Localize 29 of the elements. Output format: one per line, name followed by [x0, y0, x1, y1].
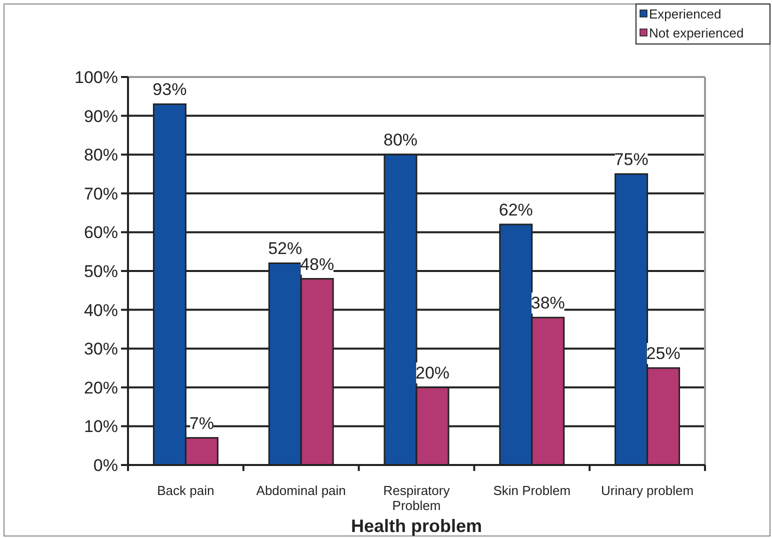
data-label: 62% — [498, 200, 533, 220]
x-tick-label: Respiratory Problem — [383, 483, 450, 513]
y-tick-label: 80% — [84, 146, 118, 165]
x-tick-label: Urinary problem — [601, 483, 694, 498]
legend-label: Experienced — [649, 6, 722, 22]
x-tick-label: Back pain — [157, 483, 214, 498]
y-tick-label: 50% — [84, 262, 118, 281]
data-label: 52% — [268, 239, 302, 258]
data-label: 75% — [614, 150, 648, 169]
data-label: 20% — [415, 363, 450, 382]
data-label: 38% — [530, 294, 565, 313]
y-tick-label: 20% — [84, 378, 118, 398]
y-tick-label: 90% — [84, 106, 118, 126]
data-label: 25% — [646, 344, 680, 363]
y-tick-label: 100% — [74, 68, 118, 87]
y-tick-label: 70% — [84, 184, 118, 204]
legend-label: Not experienced — [649, 26, 744, 41]
data-label: 80% — [383, 130, 418, 150]
data-label: 93% — [152, 80, 187, 100]
y-tick-label: 60% — [84, 223, 118, 242]
y-tick-label: 40% — [84, 300, 118, 320]
y-tick-label: 0% — [93, 456, 118, 475]
x-axis-title: Health problem — [350, 516, 482, 536]
y-tick-label: 10% — [84, 417, 118, 436]
x-tick-label: Skin Problem — [493, 483, 571, 498]
y-tick-label: 30% — [84, 340, 118, 359]
data-label: 48% — [300, 254, 334, 274]
data-label: 7% — [189, 414, 214, 433]
x-tick-label: Abdominal pain — [256, 483, 346, 498]
